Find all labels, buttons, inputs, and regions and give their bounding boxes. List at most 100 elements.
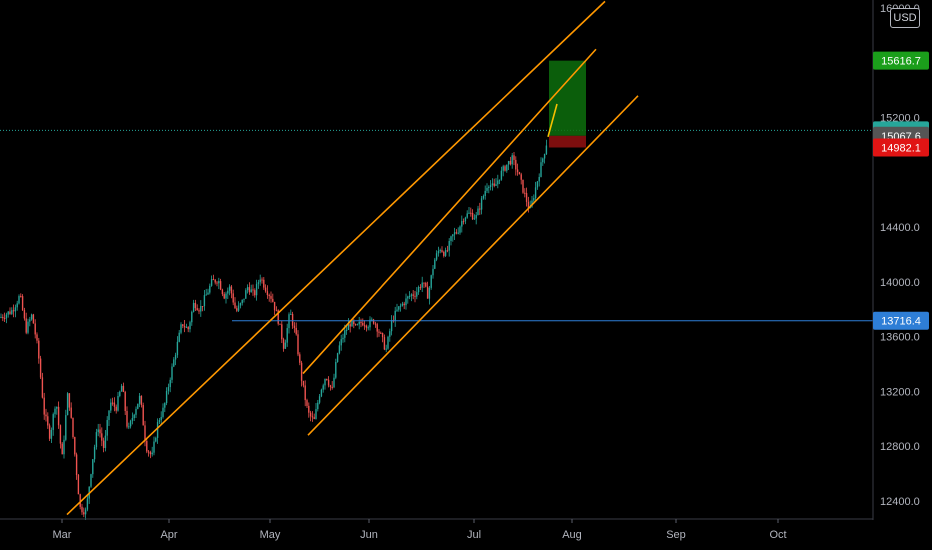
candle-body [52,414,54,430]
candle-body [176,341,179,356]
candle-body [129,420,132,427]
candle-body [396,309,398,311]
trend-line-lower[interactable] [307,95,639,436]
candle-body [11,310,13,314]
candle-body [381,333,384,338]
candle-body [243,298,245,300]
price-tick-label: 13200.0 [880,386,920,398]
candle-body [133,414,135,419]
candle-body [338,345,341,354]
candle-body [378,331,380,333]
candle-body [102,440,105,448]
candle-body [450,236,452,242]
position-stop-zone[interactable] [549,135,586,148]
candle-body [54,408,56,415]
candle-body [25,318,27,333]
candle-body [32,314,35,324]
candle-body [367,327,369,329]
candle-body [317,402,319,410]
candle-body [344,330,346,338]
candle-body [196,308,198,311]
candle-body [205,294,207,296]
candle-body [520,174,522,180]
candle-body [191,311,193,323]
candle-body [99,429,101,434]
candle-body [254,290,256,296]
candle-body [486,187,488,191]
candle-body [178,332,180,342]
candle-body [493,183,495,186]
candle-body [164,403,166,408]
candle-body [369,319,371,328]
candle-body [266,291,269,296]
drawing-overlays[interactable] [0,0,873,516]
candle-body [506,164,508,171]
candle-body [371,319,373,321]
candle-body [75,454,78,476]
candle-body [65,415,67,440]
time-tick-label: Jun [360,529,378,541]
candle-body [201,306,204,308]
candle-body [284,342,287,349]
candle-body [407,296,409,299]
candle-body [216,282,218,284]
candle-body [104,435,107,448]
position-target-zone[interactable] [549,60,586,136]
time-axis[interactable]: Mar Apr May Jun Jul Aug Sep Oct [53,519,787,541]
candle-body [416,292,418,297]
candle-body [192,302,195,312]
price-badge-label: 14982.1 [881,143,921,155]
candle-body [156,422,159,438]
candle-body [169,379,171,388]
candle-body [383,337,386,350]
candle-body [408,295,411,297]
candle-body [309,412,312,417]
candle-body [79,494,81,507]
candle-body [477,208,479,216]
candle-body [324,378,326,386]
candle-body [140,395,143,406]
candle-body [480,198,483,210]
candle-body [484,190,486,196]
candle-body [390,320,393,332]
candle-body [290,313,292,315]
candle-body [182,324,184,326]
candle-body [380,332,382,334]
trend-line-upper[interactable] [302,48,597,375]
time-tick-label: Mar [53,529,72,541]
candle-body [527,201,530,208]
candle-body [3,317,6,319]
trend-line-outer[interactable] [66,0,606,516]
candle-body [461,221,463,227]
candle-body [360,321,362,323]
candle-body [18,296,20,304]
candle-body [45,414,47,417]
candle-body [462,221,465,223]
candle-body [333,377,335,388]
candle-body [142,405,144,426]
candle-body [320,389,323,397]
price-projection-line[interactable] [547,103,558,138]
candle-body [23,310,26,319]
candle-body [131,418,134,421]
candle-body [57,406,60,426]
price-badge [873,311,929,330]
candles [0,139,548,521]
candle-body [452,234,454,237]
candle-body [234,302,236,309]
candle-body [374,323,377,325]
candle-body [101,433,103,441]
candle-body [50,429,53,439]
candle-body [354,324,357,326]
candle-body [12,310,15,312]
candle-body [421,282,423,288]
candle-body [315,409,317,419]
candle-body [146,440,148,452]
candle-body [230,286,233,294]
currency-label[interactable]: USD [890,8,920,28]
candle-body [363,325,366,327]
candle-body [347,324,350,330]
candle-body [165,390,168,404]
candle-body [97,429,99,433]
